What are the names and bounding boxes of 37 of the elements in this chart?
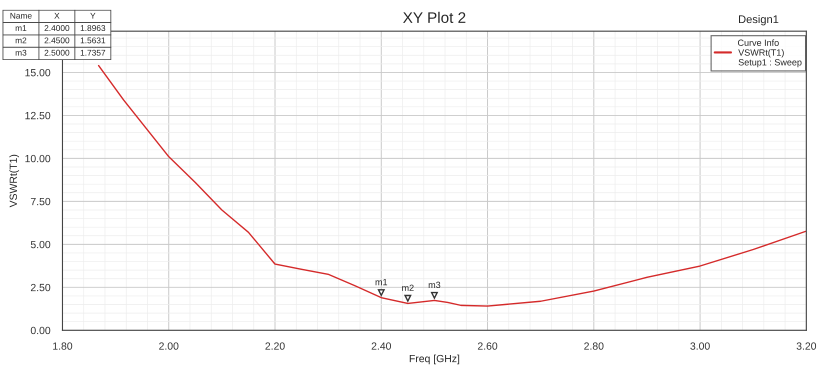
y-tick-label: 5.00 — [30, 240, 50, 248]
y-tick-label: 10.00 — [25, 154, 50, 162]
text: X — [54, 12, 60, 19]
x-tick-label: 1.80 — [53, 342, 72, 350]
x-tick-label: 2.60 — [478, 342, 498, 350]
chart-title: XY Plot 2 — [403, 12, 466, 24]
text: m1 — [16, 25, 26, 31]
x-tick-label: 2.00 — [159, 342, 178, 350]
annotation: m2 — [402, 284, 414, 291]
x-tick-label: 3.20 — [796, 342, 816, 350]
text: Y — [90, 12, 96, 19]
x-tick-label: 2.80 — [584, 342, 604, 350]
text: m3 — [16, 50, 26, 56]
y-tick-label: 0.00 — [30, 326, 50, 334]
annotation: m3 — [428, 282, 440, 288]
x-axis-title: Freq [GHz] — [410, 354, 460, 364]
text: 2.4000 — [44, 25, 70, 31]
annotation: m1 — [376, 278, 388, 286]
annotation: 1.5631 — [80, 37, 106, 44]
x-tick-label: 2.20 — [265, 342, 285, 350]
legend-title: Curve Info — [738, 39, 779, 46]
annotation: 2.4500 — [44, 37, 70, 44]
y-tick-label: 12.50 — [25, 112, 50, 120]
x-tick-label: 3.00 — [690, 342, 710, 350]
text: m2 — [16, 37, 26, 44]
x-tick-label: 2.40 — [372, 342, 392, 350]
legend-label: VSWRt(T1) — [738, 49, 784, 58]
y-tick-label: 2.50 — [30, 284, 50, 292]
text: Design1 — [739, 15, 778, 26]
annotation: Setup1 : Sweep — [738, 59, 802, 68]
annotation: 2.5000 — [44, 50, 70, 56]
text: 1.8963 — [80, 25, 106, 31]
y-tick-label: 7.50 — [30, 198, 50, 206]
annotation: 1.7357 — [80, 50, 106, 56]
y-axis-title: VSWRt(T1) — [9, 154, 20, 208]
text: Name — [10, 12, 32, 19]
y-tick-label: 15.00 — [25, 68, 50, 76]
